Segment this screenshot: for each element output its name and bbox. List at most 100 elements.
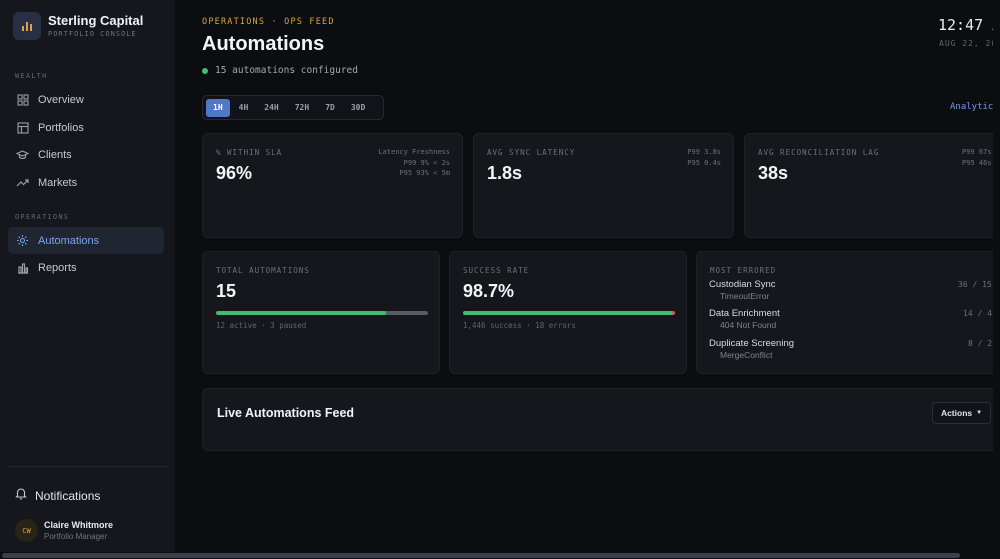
sidebar-item-automations[interactable]: Automations — [8, 227, 164, 254]
range-1h[interactable]: 1H — [206, 98, 230, 117]
error-name: Custodian Sync — [709, 279, 776, 290]
page-eyebrow: OPERATIONS · OPS FEED — [202, 17, 335, 27]
sidebar-item-markets[interactable]: Markets — [8, 169, 164, 196]
stat-label: AVG RECONCILIATION LAG — [758, 148, 880, 157]
sidebar-item-overview[interactable]: Overview — [8, 86, 164, 113]
stat-label: AVG SYNC LATENCY — [487, 148, 576, 157]
graduation-cap-icon — [16, 148, 29, 161]
stat-label: TOTAL AUTOMATIONS — [216, 266, 310, 275]
stat-value: 98.7% — [463, 281, 515, 301]
error-count: 14 / 4 — [963, 309, 992, 318]
bell-icon — [15, 487, 27, 505]
error-item[interactable]: Data Enrichment 404 Not Found 14 / 4 — [709, 308, 999, 331]
active-progress-bar — [216, 311, 428, 315]
stat-meta: P99 3.8s P95 0.4s — [687, 147, 721, 168]
meta-line: P99 67s — [962, 148, 992, 156]
range-30d[interactable]: 30D — [350, 103, 366, 112]
error-name: Duplicate Screening — [709, 338, 795, 349]
gear-icon — [16, 234, 29, 247]
sidebar-divider — [8, 466, 168, 467]
trend-up-icon — [16, 176, 29, 189]
sidebar-item-label: Portfolios — [38, 121, 84, 134]
success-rate-card: SUCCESS RATE 98.7% 1,446 success · 18 er… — [449, 251, 687, 374]
sidebar-item-label: Automations — [38, 234, 100, 247]
error-count: 36 / 15 — [958, 280, 992, 289]
page-title: Automations — [202, 33, 325, 55]
stat-value: 15 — [216, 281, 237, 301]
table-icon — [16, 121, 29, 134]
subtitle-text: 15 automations configured — [215, 65, 358, 76]
user-profile[interactable]: CW Claire Whitmore Portfolio Manager — [15, 519, 113, 542]
meta-line: Latency Freshness — [378, 148, 450, 156]
time-range-selector: 1H 4H 24H 72H 7D 30D — [202, 95, 384, 120]
stat-meta: Latency Freshness P99 9% < 2s P95 93% < … — [378, 147, 450, 179]
card-footer: 1,446 success · 18 errors — [463, 321, 576, 330]
sidebar-item-label: Markets — [38, 176, 78, 189]
notifications-label: Notifications — [35, 489, 101, 503]
success-progress-bar — [463, 311, 675, 315]
card-footer: 12 active · 3 paused — [216, 321, 307, 330]
error-type: TimeoutError — [720, 291, 770, 301]
meta-line: P95 0.4s — [687, 158, 721, 167]
sidebar-item-clients[interactable]: Clients — [8, 141, 164, 168]
progress-fill — [463, 311, 675, 315]
error-item[interactable]: Custodian Sync TimeoutError 36 / 15 — [709, 279, 999, 302]
user-role: Portfolio Manager — [44, 531, 108, 541]
page-subtitle: 15 automations configured — [202, 65, 358, 76]
notifications-button[interactable]: Notifications — [15, 487, 100, 505]
meta-line: P99 9% < 2s — [403, 158, 450, 167]
brand[interactable]: Sterling Capital PORTFOLIO CONSOLE — [13, 12, 143, 40]
feed-title: Live Automations Feed — [217, 406, 355, 420]
analytics-link[interactable]: Analytics — [950, 102, 999, 112]
range-24h[interactable]: 24H — [264, 103, 279, 112]
stat-label: % WITHIN SLA — [216, 148, 283, 157]
status-dot — [202, 67, 208, 74]
grid-icon — [16, 93, 29, 106]
brand-name: Sterling Capital — [48, 13, 144, 28]
range-7d[interactable]: 7D — [325, 103, 335, 112]
range-72h[interactable]: 72H — [294, 103, 310, 112]
live-feed-panel: Live Automations Feed Actions ▼ — [202, 388, 1000, 451]
actions-label: Actions — [940, 408, 973, 418]
stat-value: 38s — [758, 163, 789, 183]
chevron-down-icon: ▼ — [976, 410, 983, 416]
avatar: CW — [15, 519, 38, 542]
user-name: Claire Whitmore — [44, 519, 114, 530]
error-name: Data Enrichment — [709, 308, 780, 319]
stat-label: MOST ERRORED — [710, 266, 777, 275]
most-errored-card: MOST ERRORED Custodian Sync TimeoutError… — [696, 251, 1000, 374]
sidebar: Sterling Capital PORTFOLIO CONSOLE WEALT… — [0, 0, 175, 559]
sidebar-item-label: Clients — [38, 148, 72, 161]
meta-line: P99 3.8s — [687, 148, 721, 156]
stat-value: 1.8s — [487, 163, 523, 183]
stat-card-reconciliation-lag: AVG RECONCILIATION LAG 38s P99 67s P95 4… — [744, 133, 1000, 238]
stat-label: SUCCESS RATE — [463, 266, 530, 275]
sidebar-item-label: Reports — [38, 261, 77, 274]
meta-line: P95 46s — [962, 158, 992, 167]
date: AUG 22, 20 — [939, 39, 998, 48]
sidebar-item-reports[interactable]: Reports — [8, 254, 164, 281]
horizontal-scrollbar-thumb[interactable] — [2, 553, 960, 558]
bar-chart-logo-icon — [13, 12, 41, 40]
stat-card-sla: % WITHIN SLA 96% Latency Freshness P99 9… — [202, 133, 463, 238]
sidebar-item-label: Overview — [38, 93, 84, 106]
sidebar-item-portfolios[interactable]: Portfolios — [8, 114, 164, 141]
stat-value: 96% — [216, 163, 253, 183]
error-count: 8 / 2 — [968, 339, 993, 348]
section-label-operations: OPERATIONS — [15, 213, 70, 221]
meta-line: P95 93% < 5m — [399, 169, 450, 177]
stat-card-sync-latency: AVG SYNC LATENCY 1.8s P99 3.8s P95 0.4s — [473, 133, 734, 238]
stat-meta: P99 67s P95 46s — [962, 147, 992, 168]
clock: 12:47 A — [938, 16, 1000, 34]
actions-button[interactable]: Actions ▼ — [932, 402, 991, 424]
error-type: 404 Not Found — [720, 320, 777, 330]
range-4h[interactable]: 4H — [238, 103, 249, 112]
section-label-wealth: WEALTH — [15, 72, 48, 80]
vertical-scrollbar[interactable] — [993, 0, 1000, 552]
error-type: MergeConflict — [720, 350, 773, 360]
error-item[interactable]: Duplicate Screening MergeConflict 8 / 2 — [709, 338, 999, 361]
progress-fill — [216, 311, 386, 315]
total-automations-card: TOTAL AUTOMATIONS 15 12 active · 3 pause… — [202, 251, 440, 374]
bar-chart-icon — [16, 261, 29, 274]
brand-subtitle: PORTFOLIO CONSOLE — [48, 30, 137, 38]
